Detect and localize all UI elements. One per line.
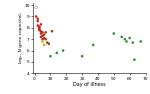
Point: [45, 32, 47, 33]
Point: [43, 44, 45, 46]
Y-axis label: log₁₀ N gene copies/mL: log₁₀ N gene copies/mL: [19, 13, 23, 63]
Point: [62, 50, 64, 51]
Point: [35, 16, 37, 17]
Point: [49, 56, 52, 57]
Point: [40, 30, 42, 32]
Point: [40, 24, 42, 25]
Point: [51, 30, 53, 32]
Point: [125, 41, 128, 42]
Point: [37, 18, 39, 19]
X-axis label: Day of illness: Day of illness: [73, 82, 106, 87]
Point: [41, 38, 44, 40]
Point: [124, 38, 126, 40]
Point: [40, 36, 42, 38]
Point: [41, 32, 44, 33]
Point: [37, 20, 39, 22]
Point: [132, 42, 134, 43]
Point: [38, 26, 40, 27]
Point: [38, 27, 40, 29]
Point: [35, 7, 37, 8]
Point: [121, 36, 123, 38]
Point: [38, 29, 40, 31]
Point: [40, 33, 42, 34]
Point: [81, 56, 83, 57]
Point: [113, 33, 115, 34]
Point: [38, 28, 40, 30]
Point: [92, 44, 94, 46]
Point: [43, 37, 45, 39]
Point: [48, 43, 50, 44]
Point: [41, 35, 44, 37]
Point: [41, 41, 44, 42]
Point: [45, 38, 47, 40]
Point: [43, 34, 45, 35]
Point: [133, 59, 136, 60]
Point: [56, 52, 58, 54]
Point: [37, 25, 39, 26]
Point: [46, 42, 48, 43]
Point: [128, 37, 131, 39]
Point: [140, 41, 142, 42]
